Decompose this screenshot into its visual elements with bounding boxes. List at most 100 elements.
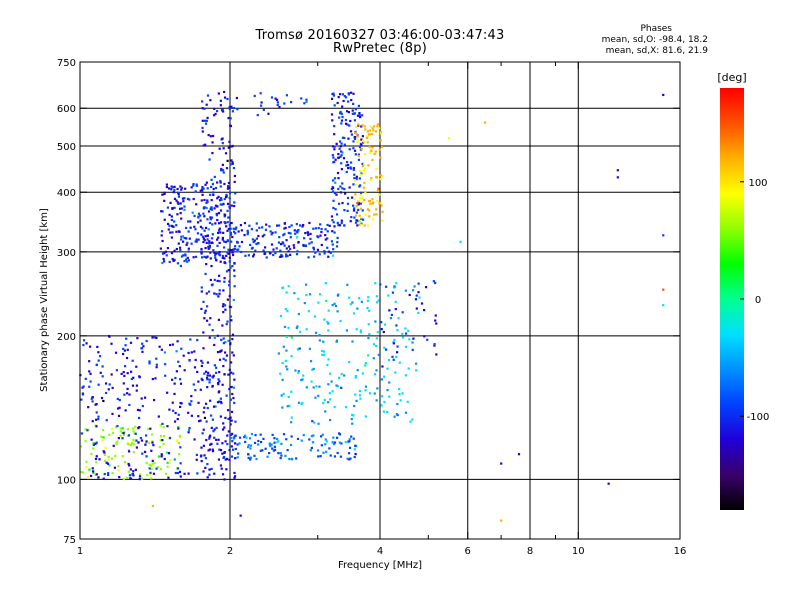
scatter-point	[332, 199, 335, 202]
scatter-point	[317, 394, 320, 397]
x-tick-label: 8	[527, 546, 533, 557]
scatter-point	[379, 130, 383, 134]
scatter-point	[328, 447, 331, 450]
scatter-point	[324, 410, 327, 413]
scatter-point	[169, 459, 172, 462]
scatter-point	[212, 405, 216, 408]
scatter-point	[233, 174, 237, 178]
scatter-point	[173, 382, 176, 385]
scatter-point	[215, 426, 218, 430]
scatter-point	[312, 246, 315, 249]
scatter-point	[414, 298, 418, 301]
scatter-point	[297, 370, 300, 373]
scatter-point	[375, 167, 378, 170]
scatter-point	[187, 351, 190, 355]
scatter-point	[435, 322, 438, 325]
scatter-point	[253, 454, 256, 457]
scatter-point	[135, 389, 138, 392]
scatter-point	[202, 444, 206, 447]
scatter-point	[318, 293, 322, 296]
scatter-point	[500, 519, 503, 522]
scatter-point	[107, 472, 110, 475]
scatter-point	[350, 98, 353, 102]
scatter-point	[195, 238, 198, 241]
scatter-point	[354, 214, 358, 217]
scatter-point	[132, 443, 135, 446]
scatter-point	[264, 447, 267, 450]
scatter-point	[302, 374, 305, 377]
scatter-point	[116, 397, 119, 401]
scatter-point	[254, 249, 257, 252]
scatter-point	[219, 415, 222, 418]
scatter-point	[359, 194, 362, 197]
scatter-point	[359, 207, 363, 210]
scatter-point	[188, 237, 191, 240]
scatter-point	[337, 187, 340, 191]
scatter-point	[356, 134, 359, 137]
scatter-point	[223, 280, 226, 283]
scatter-point	[329, 251, 332, 255]
scatter-point	[401, 332, 404, 336]
scatter-point	[229, 124, 233, 128]
scatter-point	[372, 343, 376, 346]
scatter-point	[204, 143, 207, 146]
scatter-point	[423, 309, 426, 312]
scatter-point	[396, 351, 399, 354]
scatter-point	[131, 384, 135, 387]
scatter-point	[305, 386, 308, 389]
scatter-point	[213, 343, 216, 347]
scatter-point	[170, 188, 173, 191]
scatter-point	[226, 320, 229, 323]
scatter-point	[316, 248, 320, 251]
scatter-point	[381, 175, 384, 178]
scatter-point	[350, 435, 353, 438]
scatter-point	[354, 444, 357, 447]
scatter-point	[207, 210, 211, 213]
scatter-point	[288, 457, 291, 461]
scatter-point	[332, 179, 335, 182]
scatter-point	[361, 372, 364, 375]
scatter-point	[168, 213, 171, 216]
scatter-point	[102, 399, 105, 403]
scatter-point	[230, 221, 233, 225]
scatter-point	[356, 140, 359, 143]
scatter-point	[336, 436, 339, 439]
scatter-point	[200, 377, 203, 380]
scatter-point	[216, 218, 219, 222]
scatter-point	[417, 291, 420, 294]
scatter-point	[163, 457, 166, 461]
scatter-point	[216, 251, 219, 254]
scatter-point	[232, 227, 235, 230]
scatter-point	[216, 334, 219, 337]
scatter-point	[235, 226, 238, 229]
scatter-point	[415, 369, 418, 372]
scatter-point	[417, 311, 420, 314]
scatter-point	[369, 125, 372, 128]
scatter-point	[213, 292, 216, 295]
scatter-point	[364, 415, 367, 418]
scatter-point	[176, 262, 180, 265]
scatter-point	[182, 254, 185, 257]
scatter-point	[230, 419, 233, 422]
scatter-point	[314, 227, 318, 230]
scatter-point	[257, 439, 260, 443]
scatter-point	[398, 393, 401, 396]
scatter-point	[340, 154, 343, 157]
scatter-point	[220, 338, 223, 342]
scatter-point	[353, 455, 356, 459]
scatter-point	[126, 476, 129, 479]
scatter-point	[317, 422, 320, 425]
scatter-point	[332, 248, 335, 251]
scatter-point	[196, 221, 200, 224]
scatter-point	[204, 246, 207, 250]
scatter-point	[393, 338, 396, 341]
scatter-point	[386, 367, 389, 370]
scatter-point	[208, 242, 211, 245]
scatter-point	[314, 396, 317, 399]
scatter-point	[366, 299, 370, 302]
scatter-point	[380, 404, 383, 407]
scatter-point	[347, 440, 350, 443]
scatter-point	[315, 385, 318, 388]
scatter-point	[234, 192, 237, 195]
scatter-point	[202, 347, 205, 350]
